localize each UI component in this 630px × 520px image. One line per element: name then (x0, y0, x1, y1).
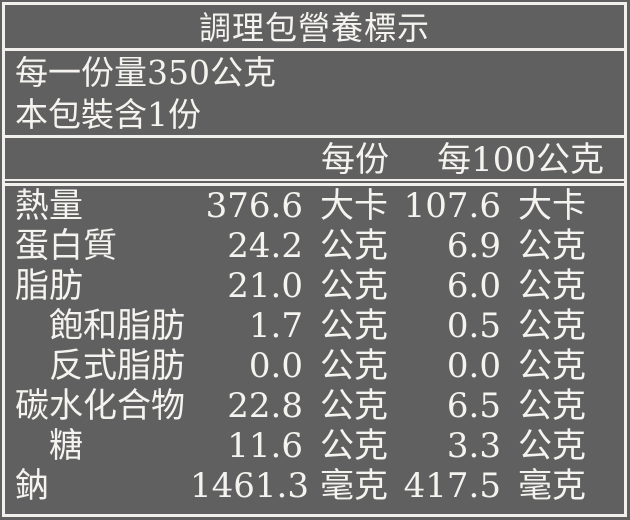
per-serving-value: 376.6 (205, 186, 303, 226)
per-serving-value: 22.8 (227, 386, 303, 426)
nutrient-name: 反式脂肪 (49, 346, 185, 386)
column-header-row: 每份 每100公克 (5, 138, 624, 181)
serving-size-text: 每一份量350公克 (15, 53, 276, 92)
per-100g-unit: 公克 (518, 386, 586, 426)
per-100g-unit: 公克 (518, 306, 586, 346)
per-100g-value: 0.0 (446, 346, 501, 386)
nutrient-name: 飽和脂肪 (49, 306, 185, 346)
per-100g-value: 417.5 (403, 466, 501, 506)
column-header-per-100g: 每100公克 (437, 140, 604, 180)
nutrient-row-calories: 熱量 376.6 大卡 107.6 大卡 (5, 186, 624, 226)
per-100g-unit: 毫克 (518, 466, 586, 506)
double-rule-divider (5, 181, 624, 183)
nutrient-table: 熱量 376.6 大卡 107.6 大卡 蛋白質 24.2 公克 6.9 公克 … (5, 183, 624, 506)
nutrient-name: 糖 (49, 426, 83, 466)
per-serving-unit: 公克 (320, 386, 388, 426)
per-100g-value: 6.0 (446, 266, 501, 306)
per-serving-value: 21.0 (227, 266, 303, 306)
per-100g-unit: 大卡 (518, 186, 586, 226)
label-title: 調理包營養標示 (5, 5, 624, 51)
per-serving-unit: 公克 (320, 346, 388, 386)
per-serving-value: 0.0 (248, 346, 303, 386)
column-header-per-serving: 每份 (321, 140, 389, 180)
per-serving-unit: 大卡 (320, 186, 388, 226)
nutrient-row-sugar: 糖 11.6 公克 3.3 公克 (5, 426, 624, 466)
per-serving-unit: 毫克 (320, 466, 388, 506)
per-serving-value: 24.2 (227, 226, 303, 266)
per-serving-unit: 公克 (320, 226, 388, 266)
nutrient-name: 脂肪 (15, 266, 83, 306)
nutrient-row-protein: 蛋白質 24.2 公克 6.9 公克 (5, 226, 624, 266)
per-serving-value: 1461.3 (190, 466, 309, 506)
nutrient-name: 蛋白質 (15, 226, 117, 266)
per-100g-value: 6.5 (446, 386, 501, 426)
per-serving-unit: 公克 (320, 426, 388, 466)
serving-info-section: 每一份量350公克 本包裝含1份 (5, 51, 624, 138)
nutrient-row-fat: 脂肪 21.0 公克 6.0 公克 (5, 266, 624, 306)
per-100g-value: 107.6 (403, 186, 501, 226)
nutrient-row-carbohydrate: 碳水化合物 22.8 公克 6.5 公克 (5, 386, 624, 426)
per-serving-unit: 公克 (320, 306, 388, 346)
servings-per-package-text: 本包裝含1份 (15, 95, 201, 134)
nutrient-name: 鈉 (15, 466, 49, 506)
per-100g-unit: 公克 (518, 426, 586, 466)
per-serving-value: 1.7 (248, 306, 303, 346)
nutrient-row-trans-fat: 反式脂肪 0.0 公克 0.0 公克 (5, 346, 624, 386)
per-serving-unit: 公克 (320, 266, 388, 306)
per-100g-unit: 公克 (518, 346, 586, 386)
per-100g-unit: 公克 (518, 266, 586, 306)
nutrient-row-sodium: 鈉 1461.3 毫克 417.5 毫克 (5, 466, 624, 506)
per-serving-value: 11.6 (227, 426, 303, 466)
nutrient-row-saturated-fat: 飽和脂肪 1.7 公克 0.5 公克 (5, 306, 624, 346)
per-100g-value: 0.5 (446, 306, 501, 346)
per-100g-unit: 公克 (518, 226, 586, 266)
per-100g-value: 6.9 (446, 226, 501, 266)
nutrient-name: 熱量 (15, 186, 83, 226)
per-100g-value: 3.3 (446, 426, 501, 466)
nutrient-name: 碳水化合物 (15, 386, 185, 426)
